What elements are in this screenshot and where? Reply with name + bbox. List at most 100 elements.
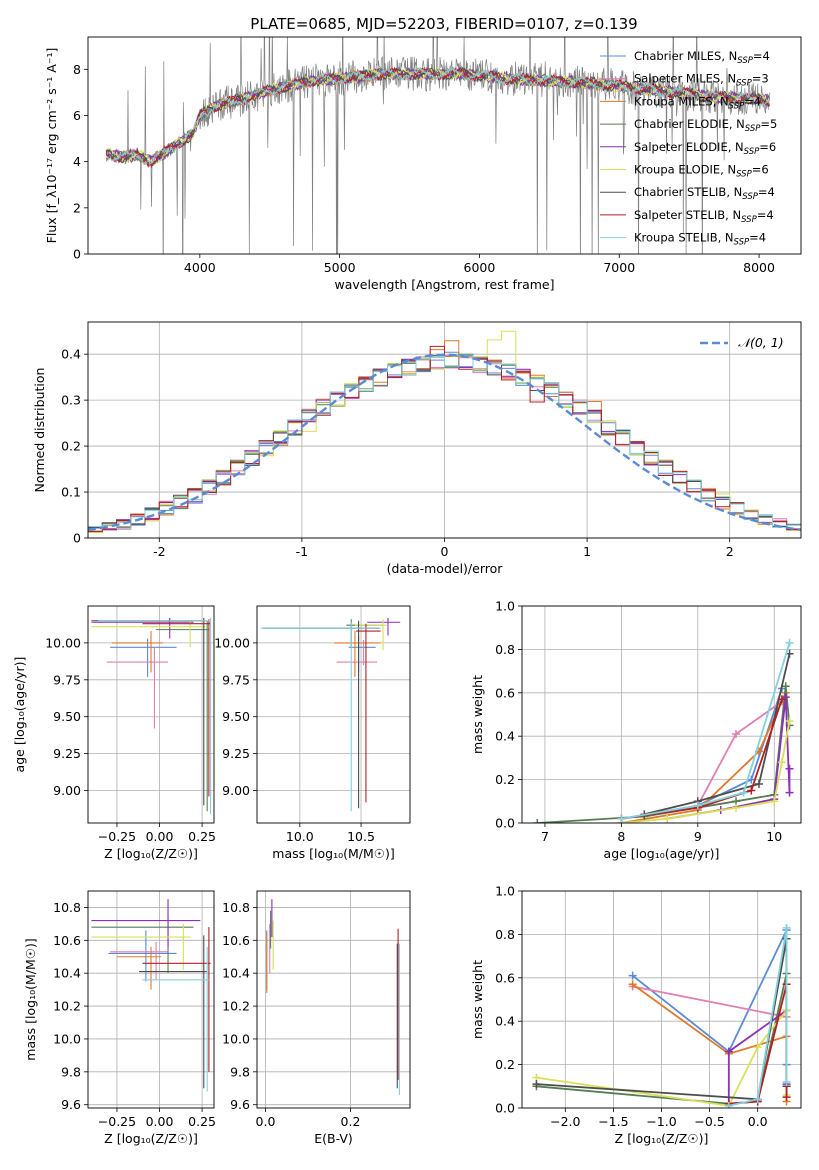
age_vs_Z-xtick-label: 0.00 bbox=[146, 829, 174, 844]
mass-weight-marker bbox=[663, 814, 672, 823]
massweight_vs_age-xtick-label: 7 bbox=[541, 829, 549, 844]
mass_vs_Z-xlabel: Z [log₁₀(Z/Z☉)] bbox=[104, 1131, 198, 1146]
legend-label: Chabrier STELIB, N bbox=[634, 185, 742, 199]
mass-weight-marker bbox=[754, 779, 763, 788]
legend-tail: =4 bbox=[744, 94, 761, 108]
mass-weight-marker bbox=[753, 1043, 762, 1052]
legend-tail: =4 bbox=[749, 231, 766, 245]
mass-weight-marker bbox=[724, 1101, 733, 1108]
legend-sub: SSP bbox=[736, 170, 752, 180]
spectrum-model-line bbox=[105, 66, 770, 166]
age_vs_mass-xlabel: mass [log₁₀(M/M☉)] bbox=[272, 846, 394, 861]
mass-weight-marker bbox=[747, 775, 756, 784]
spectrum-ytick-label: 6 bbox=[73, 108, 81, 123]
massweight_vs_Z-xtick-label: −1.5 bbox=[598, 1114, 628, 1129]
spectrum-frame bbox=[87, 36, 802, 255]
age_vs_mass-frame bbox=[256, 605, 411, 824]
legend-sub: SSP bbox=[742, 192, 758, 202]
age_vs_mass-ytick-label: 9.25 bbox=[222, 746, 250, 761]
mass_vs_ebv-ytick-label: 10.6 bbox=[222, 933, 250, 948]
massweight_vs_age-frame bbox=[521, 605, 802, 824]
mass_vs_ebv-ytick-label: 10.2 bbox=[222, 999, 250, 1014]
spectrum-ytick-label: 8 bbox=[73, 62, 81, 77]
age_vs_mass-ytick-label: 9.00 bbox=[222, 783, 250, 798]
spectrum-xtick-label: 5000 bbox=[324, 260, 356, 275]
mass_vs_Z-xtick-label: 0.25 bbox=[188, 1114, 216, 1129]
massweight_vs_age-ytick-label: 1.0 bbox=[495, 599, 515, 614]
legend-entry: Kroupa MILES, NSSP=4 bbox=[634, 94, 761, 111]
mass_vs_Z-frame bbox=[87, 890, 215, 1109]
mass_vs_ebv-xtick-label: 0.2 bbox=[341, 1114, 361, 1129]
spectrum-title: PLATE=0685, MJD=52203, FIBERID=0107, z=0… bbox=[250, 15, 637, 33]
mass-weight-line bbox=[621, 720, 791, 823]
legend-sub: SSP bbox=[737, 56, 753, 66]
spectrum-xtick-label: 4000 bbox=[184, 260, 216, 275]
legend-label: Salpeter ELODIE, N bbox=[634, 140, 744, 154]
mass_vs_ebv-ytick-label: 9.6 bbox=[230, 1097, 250, 1112]
age_vs_Z-xtick-label: −0.25 bbox=[98, 829, 136, 844]
mass-weight-marker bbox=[532, 1080, 541, 1089]
mass-weight-marker bbox=[628, 980, 637, 989]
age_vs_Z-xtick-label: 0.25 bbox=[188, 829, 216, 844]
mass_vs_Z-xtick-label: 0.00 bbox=[146, 1114, 174, 1129]
age_vs_Z-ytick-label: 9.50 bbox=[53, 709, 81, 724]
age_vs_mass-ytick-label: 9.50 bbox=[222, 709, 250, 724]
mass_vs_Z-ytick-label: 10.0 bbox=[53, 1031, 81, 1046]
age_vs_Z-xlabel: Z [log₁₀(Z/Z☉)] bbox=[104, 846, 198, 861]
massweight_vs_age-ytick-label: 0.2 bbox=[495, 772, 515, 787]
residuals-ytick-label: 0 bbox=[73, 531, 81, 546]
legend-entry: Chabrier MILES, NSSP=4 bbox=[634, 49, 770, 66]
mass-weight-marker bbox=[724, 1047, 733, 1056]
mass_vs_ebv-ytick-label: 9.8 bbox=[230, 1064, 250, 1079]
mass_vs_Z-xtick-label: −0.25 bbox=[98, 1114, 136, 1129]
mass-weight-line bbox=[644, 653, 791, 816]
legend-label: Kroupa STELIB, N bbox=[634, 231, 734, 245]
mass-weight-marker bbox=[753, 1095, 762, 1104]
massweight_vs_Z-ytick-label: 0.8 bbox=[495, 927, 515, 942]
mass-weight-marker bbox=[782, 923, 791, 932]
residuals-ytick-label: 0.3 bbox=[61, 393, 81, 408]
age_vs_Z-ytick-label: 9.00 bbox=[53, 783, 81, 798]
mass-weight-marker bbox=[785, 638, 794, 647]
legend-sub: SSP bbox=[744, 147, 760, 157]
mass-weight-line bbox=[621, 642, 791, 820]
legend-entry: Salpeter STELIB, NSSP=4 bbox=[634, 208, 774, 225]
massweight_vs_age-ytick-label: 0.8 bbox=[495, 642, 515, 657]
massweight_vs_Z-xtick-label: −1.0 bbox=[646, 1114, 676, 1129]
legend-entry: Chabrier STELIB, NSSP=4 bbox=[634, 185, 775, 202]
mass_vs_Z-ytick-label: 9.6 bbox=[61, 1097, 81, 1112]
legend-tail: =4 bbox=[753, 49, 770, 63]
mass-weight-line bbox=[728, 927, 788, 1107]
legend-label: Kroupa ELODIE, N bbox=[634, 163, 736, 177]
residuals-ylabel: Normed distribution bbox=[32, 368, 47, 493]
age_vs_mass-ytick-label: 9.75 bbox=[222, 672, 250, 687]
mass_vs_Z-ytick-label: 10.8 bbox=[53, 900, 81, 915]
mass-weight-marker bbox=[785, 717, 794, 726]
massweight_vs_Z-ytick-label: 1.0 bbox=[495, 884, 515, 899]
residuals-xtick-label: 1 bbox=[583, 544, 591, 559]
age_vs_Z-points bbox=[91, 617, 212, 815]
residuals-xlabel: (data-model)/error bbox=[387, 561, 504, 576]
mass_vs_ebv-points bbox=[266, 899, 400, 1095]
age_vs_mass-xtick-label: 10.0 bbox=[286, 829, 314, 844]
spectrum-ytick-label: 2 bbox=[73, 200, 81, 215]
mass-weight-marker bbox=[693, 801, 702, 810]
legend-entry: Chabrier ELODIE, NSSP=5 bbox=[634, 117, 777, 134]
legend-sub: SSP bbox=[734, 238, 750, 248]
mass-weight-marker bbox=[732, 803, 741, 812]
mass-weight-marker bbox=[781, 682, 790, 691]
mass_vs_ebv-ytick-label: 10.0 bbox=[222, 1031, 250, 1046]
legend-sub: SSP bbox=[729, 101, 745, 111]
legend-entry: Salpeter ELODIE, NSSP=6 bbox=[634, 140, 776, 157]
massweight_vs_Z-xtick-label: −0.5 bbox=[694, 1114, 724, 1129]
legend-tail: =3 bbox=[752, 72, 769, 86]
legend-tail: =4 bbox=[758, 185, 775, 199]
mass_vs_Z-ytick-label: 10.6 bbox=[53, 933, 81, 948]
massweight_vs_Z-xtick-label: 0.0 bbox=[748, 1114, 768, 1129]
legend-entry: Salpeter MILES, NSSP=3 bbox=[634, 72, 769, 89]
massweight_vs_age-ytick-label: 0.6 bbox=[495, 685, 515, 700]
legend-entry: Kroupa STELIB, NSSP=4 bbox=[634, 231, 766, 248]
mass_vs_Z-ytick-label: 10.4 bbox=[53, 966, 81, 981]
massweight_vs_age-ylabel: mass weight bbox=[470, 675, 485, 754]
legend-sub: SSP bbox=[745, 124, 761, 134]
